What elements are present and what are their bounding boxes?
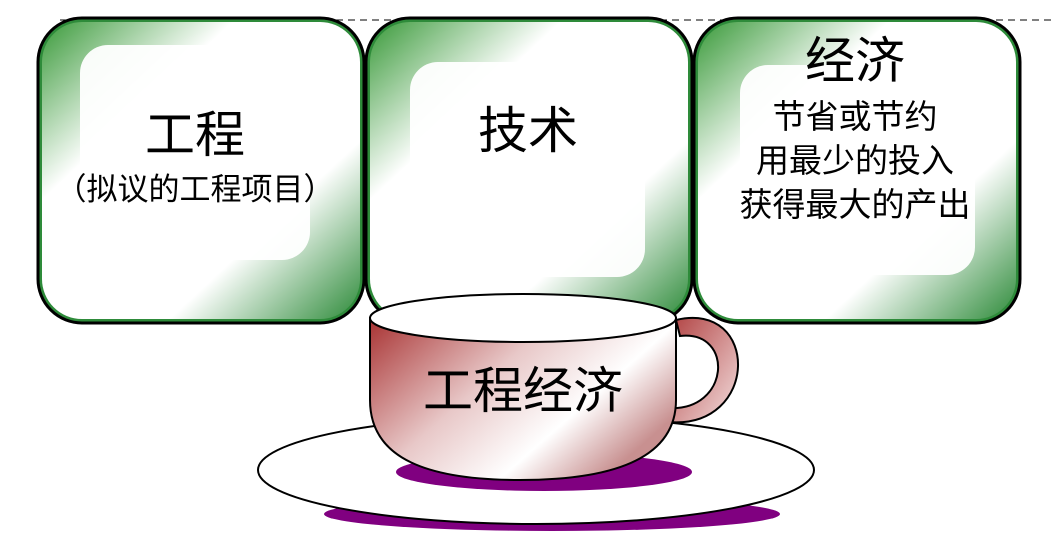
box-engineering-line-1: （拟议的工程项目） xyxy=(56,172,335,208)
cup-handle xyxy=(667,317,739,424)
box-technology: 技术 xyxy=(364,16,694,325)
cup-label: 工程经济 xyxy=(423,362,623,420)
box-economy: 经济 节省或节约 用最少的投入 获得最大的产出 xyxy=(692,16,1022,325)
box-economy-title: 经济 xyxy=(805,32,905,90)
cup-rim xyxy=(369,293,677,343)
box-economy-line-2: 用最少的投入 xyxy=(756,141,954,180)
box-technology-title: 技术 xyxy=(478,102,578,160)
cup-body xyxy=(369,317,677,482)
box-economy-line-1: 节省或节约 xyxy=(773,97,938,136)
cup: 工程经济 xyxy=(369,293,677,482)
box-engineering-title: 工程 xyxy=(145,106,245,164)
box-economy-line-3: 获得最大的产出 xyxy=(740,185,971,224)
box-engineering: 工程 （拟议的工程项目） xyxy=(36,16,366,325)
